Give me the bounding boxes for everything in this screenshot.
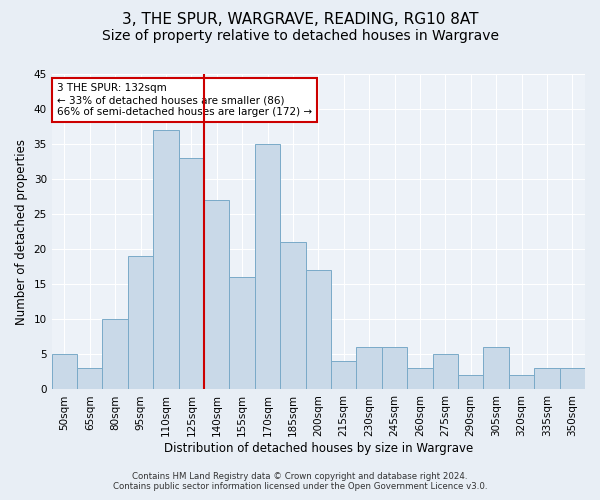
Bar <box>103 320 128 390</box>
Bar <box>204 200 229 390</box>
Bar <box>534 368 560 390</box>
Bar <box>407 368 433 390</box>
Bar <box>52 354 77 390</box>
Bar <box>484 348 509 390</box>
Bar <box>509 376 534 390</box>
Text: 3 THE SPUR: 132sqm
← 33% of detached houses are smaller (86)
66% of semi-detache: 3 THE SPUR: 132sqm ← 33% of detached hou… <box>57 84 312 116</box>
Bar <box>560 368 585 390</box>
Bar <box>255 144 280 390</box>
Bar <box>382 348 407 390</box>
Bar <box>331 362 356 390</box>
Bar <box>458 376 484 390</box>
Bar <box>356 348 382 390</box>
Bar <box>305 270 331 390</box>
Bar <box>280 242 305 390</box>
Bar <box>153 130 179 390</box>
Bar <box>179 158 204 390</box>
Bar <box>229 278 255 390</box>
Text: 3, THE SPUR, WARGRAVE, READING, RG10 8AT: 3, THE SPUR, WARGRAVE, READING, RG10 8AT <box>122 12 478 28</box>
Bar <box>128 256 153 390</box>
Text: Size of property relative to detached houses in Wargrave: Size of property relative to detached ho… <box>101 29 499 43</box>
Text: Contains HM Land Registry data © Crown copyright and database right 2024.
Contai: Contains HM Land Registry data © Crown c… <box>113 472 487 491</box>
Y-axis label: Number of detached properties: Number of detached properties <box>15 138 28 324</box>
Bar <box>77 368 103 390</box>
X-axis label: Distribution of detached houses by size in Wargrave: Distribution of detached houses by size … <box>164 442 473 455</box>
Bar <box>433 354 458 390</box>
